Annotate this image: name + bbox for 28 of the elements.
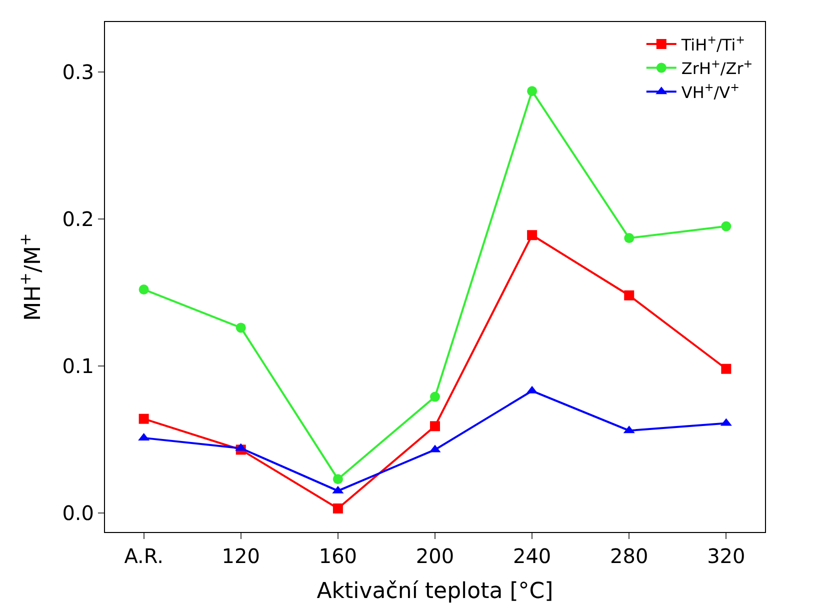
- point: [332, 503, 343, 514]
- point: [332, 474, 343, 484]
- x-tick-label: 320: [707, 544, 746, 568]
- x-tick-label: 240: [512, 544, 552, 568]
- y-tick-label: 0.1: [62, 354, 94, 378]
- point: [236, 322, 246, 333]
- point: [138, 414, 149, 424]
- point: [430, 421, 440, 432]
- x-tick-label: A.R.: [124, 544, 164, 568]
- point: [624, 290, 634, 300]
- legend-label: ZrH$^{+}$/Zr$^{+}$: [681, 57, 753, 78]
- x-tick-label: 120: [222, 544, 260, 568]
- legend-label: TiH$^{+}$/Ti$^{+}$: [680, 34, 746, 54]
- x-tick-label: 160: [318, 544, 358, 568]
- point: [624, 233, 634, 244]
- y-tick-label: 0.0: [62, 500, 94, 525]
- point: [721, 221, 732, 232]
- point: [721, 364, 732, 374]
- x-tick-label: 280: [610, 544, 648, 568]
- x-axis-title: Aktivační teplota [°C]: [316, 578, 554, 604]
- x-tick-label: 200: [416, 544, 454, 568]
- y-tick-label: 0.2: [62, 206, 94, 231]
- point: [138, 284, 149, 294]
- legend-label: VH$^{+}$/V$^{+}$: [681, 81, 740, 102]
- y-tick-label: 0.3: [62, 60, 94, 84]
- point: [527, 86, 538, 96]
- point: [430, 392, 440, 402]
- point: [527, 230, 538, 240]
